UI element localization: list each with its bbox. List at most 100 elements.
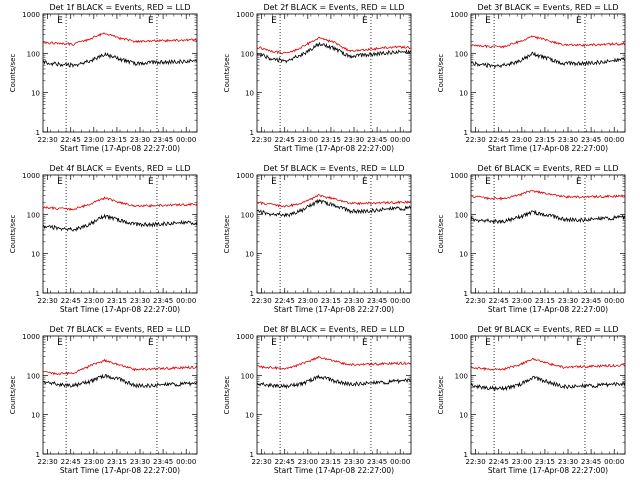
lld-series-line — [256, 355, 412, 371]
x-tick-label: 23:15 — [321, 136, 341, 144]
x-tick-label: 22:30 — [252, 136, 272, 144]
x-tick-label: 23:30 — [344, 297, 364, 305]
x-tick-label: 23:15 — [535, 297, 555, 305]
x-tick-label: 22:45 — [275, 136, 295, 144]
plot-frame — [42, 174, 198, 294]
y-tick-label: 100 — [241, 372, 254, 380]
event-marker-label: E — [271, 16, 277, 26]
chart-title: Det 7f BLACK = Events, RED = LLD — [49, 325, 190, 334]
event-marker-label: E — [362, 177, 368, 187]
x-tick-label: 22:30 — [38, 297, 58, 305]
x-tick-label: 22:30 — [38, 136, 58, 144]
y-tick-label: 1 — [464, 290, 468, 298]
y-tick-label: 1000 — [22, 333, 40, 341]
x-tick-label: 22:45 — [61, 136, 81, 144]
x-tick-label: 00:00 — [604, 297, 624, 305]
lld-series-line — [42, 358, 198, 376]
x-axis-label: Start Time (17-Apr-08 22:27:00) — [274, 466, 394, 475]
chart-title: Det 3f BLACK = Events, RED = LLD — [477, 3, 618, 12]
events-series-line — [256, 41, 412, 64]
x-tick-label: 22:30 — [466, 136, 486, 144]
y-axis-label: Counts/sec — [437, 376, 445, 415]
x-tick-label: 23:45 — [581, 136, 601, 144]
plot-frame — [256, 13, 412, 133]
y-axis-label: Counts/sec — [9, 54, 17, 93]
x-tick-label: 23:45 — [367, 297, 387, 305]
x-tick-label: 23:30 — [130, 458, 150, 466]
lld-series-line — [470, 357, 626, 372]
y-tick-label: 1 — [36, 290, 40, 298]
event-marker-label: E — [576, 177, 582, 187]
event-marker-label: E — [271, 338, 277, 348]
lld-series-line — [256, 36, 412, 55]
y-tick-label: 10 — [459, 412, 468, 420]
x-tick-label: 23:00 — [84, 136, 104, 144]
x-tick-label: 23:45 — [581, 297, 601, 305]
x-tick-label: 22:45 — [489, 136, 509, 144]
y-tick-label: 10 — [31, 90, 40, 98]
plot-frame — [42, 335, 198, 455]
x-tick-label: 23:00 — [298, 136, 318, 144]
x-tick-label: 23:00 — [84, 458, 104, 466]
event-marker-label: E — [148, 338, 154, 348]
x-axis-label: Start Time (17-Apr-08 22:27:00) — [60, 305, 180, 314]
y-tick-label: 100 — [241, 211, 254, 219]
chart-panel-6: Det 6f BLACK = Events, RED = LLD 1 10 100 10… — [437, 164, 626, 314]
event-marker-label: E — [576, 16, 582, 26]
y-tick-label: 1000 — [450, 11, 468, 19]
y-tick-label: 10 — [245, 90, 254, 98]
x-tick-label: 23:45 — [153, 458, 173, 466]
chart-title: Det 4f BLACK = Events, RED = LLD — [49, 164, 190, 173]
x-axis-label: Start Time (17-Apr-08 22:27:00) — [488, 466, 608, 475]
chart-title: Det 9f BLACK = Events, RED = LLD — [477, 325, 618, 334]
y-tick-label: 1 — [464, 451, 468, 459]
events-series-line — [43, 213, 198, 232]
y-tick-label: 1 — [36, 451, 40, 459]
x-tick-label: 22:45 — [61, 297, 81, 305]
x-tick-label: 23:45 — [581, 458, 601, 466]
x-tick-label: 23:15 — [535, 136, 555, 144]
x-tick-label: 22:45 — [275, 297, 295, 305]
y-tick-label: 1 — [250, 129, 254, 137]
x-tick-label: 23:00 — [512, 297, 532, 305]
x-tick-label: 00:00 — [176, 297, 196, 305]
x-tick-label: 23:00 — [298, 458, 318, 466]
chart-panel-8: Det 8f BLACK = Events, RED = LLD 1 10 100 10… — [223, 325, 412, 475]
x-axis-label: Start Time (17-Apr-08 22:27:00) — [60, 466, 180, 475]
x-tick-label: 23:30 — [344, 136, 364, 144]
chart-title: Det 1f BLACK = Events, RED = LLD — [49, 3, 190, 12]
y-tick-label: 1000 — [22, 11, 40, 19]
events-series-line — [470, 51, 626, 69]
x-tick-label: 23:45 — [367, 458, 387, 466]
y-tick-label: 10 — [31, 251, 40, 259]
lld-series-line — [256, 193, 412, 208]
x-axis-label: Start Time (17-Apr-08 22:27:00) — [488, 144, 608, 153]
y-tick-label: 10 — [245, 251, 254, 259]
x-tick-label: 23:00 — [512, 136, 532, 144]
event-marker-label: E — [362, 338, 368, 348]
x-tick-label: 22:30 — [466, 297, 486, 305]
y-tick-label: 100 — [241, 50, 254, 58]
y-axis-label: Counts/sec — [9, 215, 17, 254]
x-tick-label: 22:45 — [275, 458, 295, 466]
events-series-line — [42, 51, 198, 68]
lld-series-line — [470, 189, 626, 201]
y-axis-label: Counts/sec — [223, 376, 231, 415]
x-tick-label: 23:15 — [107, 297, 127, 305]
y-tick-label: 100 — [27, 211, 40, 219]
y-tick-label: 1 — [36, 129, 40, 137]
x-tick-label: 22:30 — [466, 458, 486, 466]
y-axis-label: Counts/sec — [437, 215, 445, 254]
x-tick-label: 23:15 — [321, 297, 341, 305]
y-axis-label: Counts/sec — [437, 54, 445, 93]
plot-frame — [42, 13, 198, 133]
plot-frame — [256, 335, 412, 455]
chart-panel-2: Det 2f BLACK = Events, RED = LLD 1 10 100 10… — [223, 3, 412, 153]
y-tick-label: 100 — [27, 50, 40, 58]
x-tick-label: 23:30 — [558, 458, 578, 466]
y-tick-label: 1000 — [450, 333, 468, 341]
event-marker-label: E — [485, 16, 491, 26]
x-tick-label: 00:00 — [390, 136, 410, 144]
x-tick-label: 23:30 — [558, 136, 578, 144]
